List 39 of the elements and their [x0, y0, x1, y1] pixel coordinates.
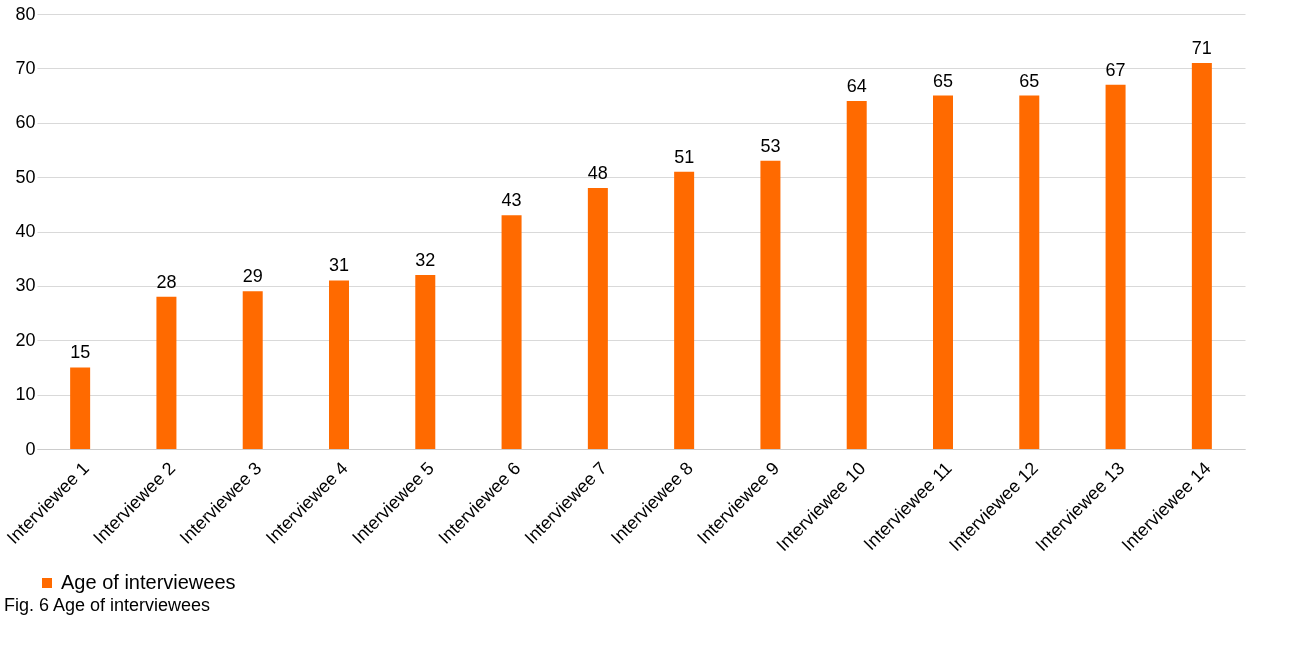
data-label: 28 [156, 271, 177, 292]
data-label: 67 [1105, 59, 1126, 80]
data-label: 29 [242, 266, 263, 287]
bar [933, 95, 953, 449]
y-tick-label: 60 [15, 112, 36, 133]
bar [846, 101, 867, 449]
y-tick-label: 0 [25, 438, 36, 459]
bar [156, 296, 177, 449]
bar [674, 171, 695, 449]
data-label: 53 [760, 135, 781, 156]
y-tick-label: 20 [15, 329, 36, 350]
data-label: 32 [415, 250, 436, 270]
data-label: 65 [1019, 70, 1040, 91]
y-tick-label: 10 [15, 384, 36, 405]
data-label: 64 [846, 76, 867, 96]
y-tick-label: 70 [15, 57, 36, 78]
data-label: 31 [328, 255, 350, 276]
y-tick-label: 40 [15, 221, 36, 241]
bar [415, 275, 436, 449]
bar [70, 367, 91, 449]
bar [1105, 84, 1126, 449]
legend-label: Age of interviewees [61, 571, 236, 593]
data-label: 15 [70, 342, 91, 363]
bar [1019, 95, 1040, 449]
bar [242, 291, 263, 449]
data-label: 71 [1191, 37, 1212, 58]
bar [501, 215, 522, 449]
data-label: 65 [932, 70, 954, 91]
bar [587, 188, 608, 449]
y-tick-label: 30 [15, 275, 36, 296]
data-label: 51 [674, 146, 695, 167]
data-label: 48 [587, 163, 608, 183]
y-tick-label: 50 [15, 166, 36, 187]
y-tick-label: 80 [15, 3, 36, 24]
data-label: 43 [501, 190, 522, 211]
bar [329, 280, 349, 449]
bar [760, 160, 781, 449]
caption: Fig. 6 Age of interviewees [3, 595, 211, 615]
bar [1191, 62, 1212, 449]
